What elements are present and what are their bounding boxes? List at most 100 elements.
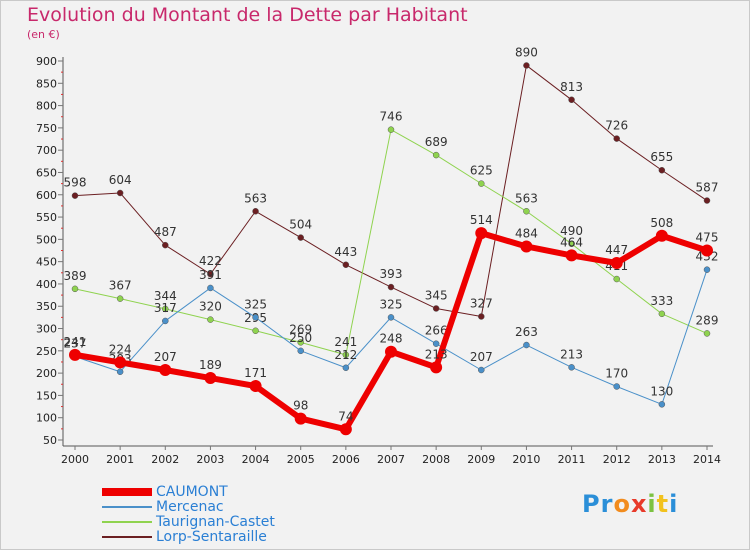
y-tick-label: 800 bbox=[36, 100, 57, 113]
data-label-lorp-sentaraille: 890 bbox=[515, 45, 538, 59]
data-label-taurignan-castet: 333 bbox=[650, 294, 673, 308]
data-point-mercenac bbox=[162, 317, 169, 325]
logo-letter: o bbox=[613, 490, 631, 518]
data-label-mercenac: 432 bbox=[696, 250, 719, 264]
data-point-lorp-sentaraille bbox=[162, 241, 169, 249]
data-label-caumont: 98 bbox=[293, 399, 308, 413]
data-point-mercenac bbox=[703, 266, 711, 273]
data-point-mercenac bbox=[387, 314, 395, 321]
data-point-caumont bbox=[294, 412, 307, 425]
y-tick-label: 300 bbox=[36, 323, 57, 336]
data-label-taurignan-castet: 344 bbox=[154, 289, 177, 303]
data-point-taurignan-castet bbox=[387, 126, 395, 133]
data-point-caumont bbox=[385, 345, 397, 358]
data-point-caumont bbox=[159, 363, 172, 376]
y-tick-label: 500 bbox=[36, 233, 57, 246]
data-label-taurignan-castet: 746 bbox=[380, 110, 403, 124]
y-tick-label: 750 bbox=[36, 122, 57, 135]
data-point-taurignan-castet bbox=[297, 339, 304, 346]
data-point-taurignan-castet bbox=[658, 310, 666, 318]
y-tick-label: 400 bbox=[36, 278, 57, 291]
y-tick-label: 450 bbox=[36, 256, 57, 269]
data-point-taurignan-castet bbox=[703, 330, 711, 337]
data-point-caumont bbox=[114, 356, 127, 369]
data-label-taurignan-castet: 689 bbox=[425, 135, 448, 149]
data-point-taurignan-castet bbox=[162, 305, 169, 313]
data-point-lorp-sentaraille bbox=[613, 135, 620, 142]
data-label-mercenac: 391 bbox=[199, 268, 222, 282]
data-point-taurignan-castet bbox=[568, 240, 575, 248]
data-label-caumont: 74 bbox=[338, 409, 353, 423]
chart-subtitle: (en €) bbox=[27, 28, 60, 41]
y-tick-label: 150 bbox=[36, 389, 57, 402]
data-label-taurignan-castet: 490 bbox=[560, 224, 583, 238]
y-tick-label: 900 bbox=[36, 55, 57, 68]
data-point-taurignan-castet bbox=[252, 327, 259, 335]
legend-label-caumont: CAUMONT bbox=[156, 484, 228, 500]
data-label-mercenac: 250 bbox=[289, 331, 312, 345]
data-point-lorp-sentaraille bbox=[523, 62, 530, 69]
x-tick-label: 2000 bbox=[61, 453, 89, 466]
data-point-taurignan-castet bbox=[207, 316, 214, 323]
data-label-lorp-sentaraille: 345 bbox=[425, 288, 448, 302]
data-point-taurignan-castet bbox=[432, 151, 440, 159]
x-tick-label: 2009 bbox=[467, 453, 495, 466]
data-label-mercenac: 237 bbox=[64, 337, 87, 351]
data-point-caumont bbox=[249, 380, 262, 393]
data-label-lorp-sentaraille: 563 bbox=[244, 191, 267, 205]
y-tick-label: 350 bbox=[36, 300, 57, 313]
data-point-lorp-sentaraille bbox=[116, 189, 124, 197]
data-point-lorp-sentaraille bbox=[478, 313, 485, 320]
data-point-taurignan-castet bbox=[478, 180, 485, 187]
legend-label-taurignan-castet: Taurignan-Castet bbox=[156, 514, 275, 530]
data-label-caumont: 189 bbox=[199, 358, 222, 372]
data-point-lorp-sentaraille bbox=[658, 166, 666, 174]
data-point-caumont bbox=[565, 249, 578, 262]
data-label-caumont: 207 bbox=[154, 350, 177, 364]
data-point-taurignan-castet bbox=[71, 285, 79, 293]
data-point-mercenac bbox=[523, 341, 530, 349]
logo-letter: i bbox=[647, 490, 657, 518]
data-label-mercenac: 213 bbox=[560, 347, 583, 361]
data-label-taurignan-castet: 289 bbox=[696, 313, 719, 327]
data-point-caumont bbox=[701, 244, 713, 257]
y-tick-label: 250 bbox=[36, 345, 57, 358]
logo-letter: i bbox=[669, 490, 679, 518]
data-point-caumont bbox=[475, 227, 488, 240]
data-label-caumont: 224 bbox=[109, 342, 132, 356]
data-label-lorp-sentaraille: 655 bbox=[650, 150, 673, 164]
data-label-lorp-sentaraille: 327 bbox=[470, 296, 493, 310]
x-tick-label: 2001 bbox=[106, 453, 134, 466]
data-label-taurignan-castet: 269 bbox=[289, 322, 312, 336]
data-point-caumont bbox=[69, 348, 81, 361]
x-tick-label: 2014 bbox=[693, 453, 721, 466]
data-point-mercenac bbox=[252, 314, 259, 321]
chart-title: Evolution du Montant de la Dette par Hab… bbox=[27, 4, 468, 26]
data-point-mercenac bbox=[432, 340, 440, 347]
data-label-mercenac: 325 bbox=[244, 297, 267, 311]
data-label-taurignan-castet: 563 bbox=[515, 191, 538, 205]
data-point-mercenac bbox=[613, 383, 620, 390]
data-label-taurignan-castet: 389 bbox=[64, 269, 87, 283]
x-tick-label: 2013 bbox=[648, 453, 676, 466]
data-label-lorp-sentaraille: 487 bbox=[154, 225, 177, 239]
data-label-lorp-sentaraille: 587 bbox=[696, 181, 719, 195]
data-point-caumont bbox=[430, 361, 443, 374]
x-tick-label: 2005 bbox=[287, 453, 315, 466]
data-point-mercenac bbox=[297, 347, 304, 355]
logo-letter: t bbox=[656, 490, 670, 518]
data-point-lorp-sentaraille bbox=[207, 270, 214, 278]
data-point-lorp-sentaraille bbox=[252, 208, 259, 215]
data-label-caumont: 484 bbox=[515, 226, 538, 240]
data-label-caumont: 447 bbox=[605, 243, 628, 257]
x-tick-label: 2007 bbox=[377, 453, 405, 466]
legend-label-mercenac: Mercenac bbox=[156, 499, 224, 515]
data-label-mercenac: 170 bbox=[605, 366, 628, 380]
y-tick-label: 100 bbox=[36, 412, 57, 425]
data-point-taurignan-castet bbox=[613, 275, 620, 283]
y-tick-label: 550 bbox=[36, 211, 57, 224]
data-label-caumont: 508 bbox=[650, 216, 673, 230]
data-label-lorp-sentaraille: 726 bbox=[605, 119, 628, 133]
data-label-lorp-sentaraille: 504 bbox=[289, 218, 312, 232]
logo-letter: r bbox=[600, 490, 614, 518]
